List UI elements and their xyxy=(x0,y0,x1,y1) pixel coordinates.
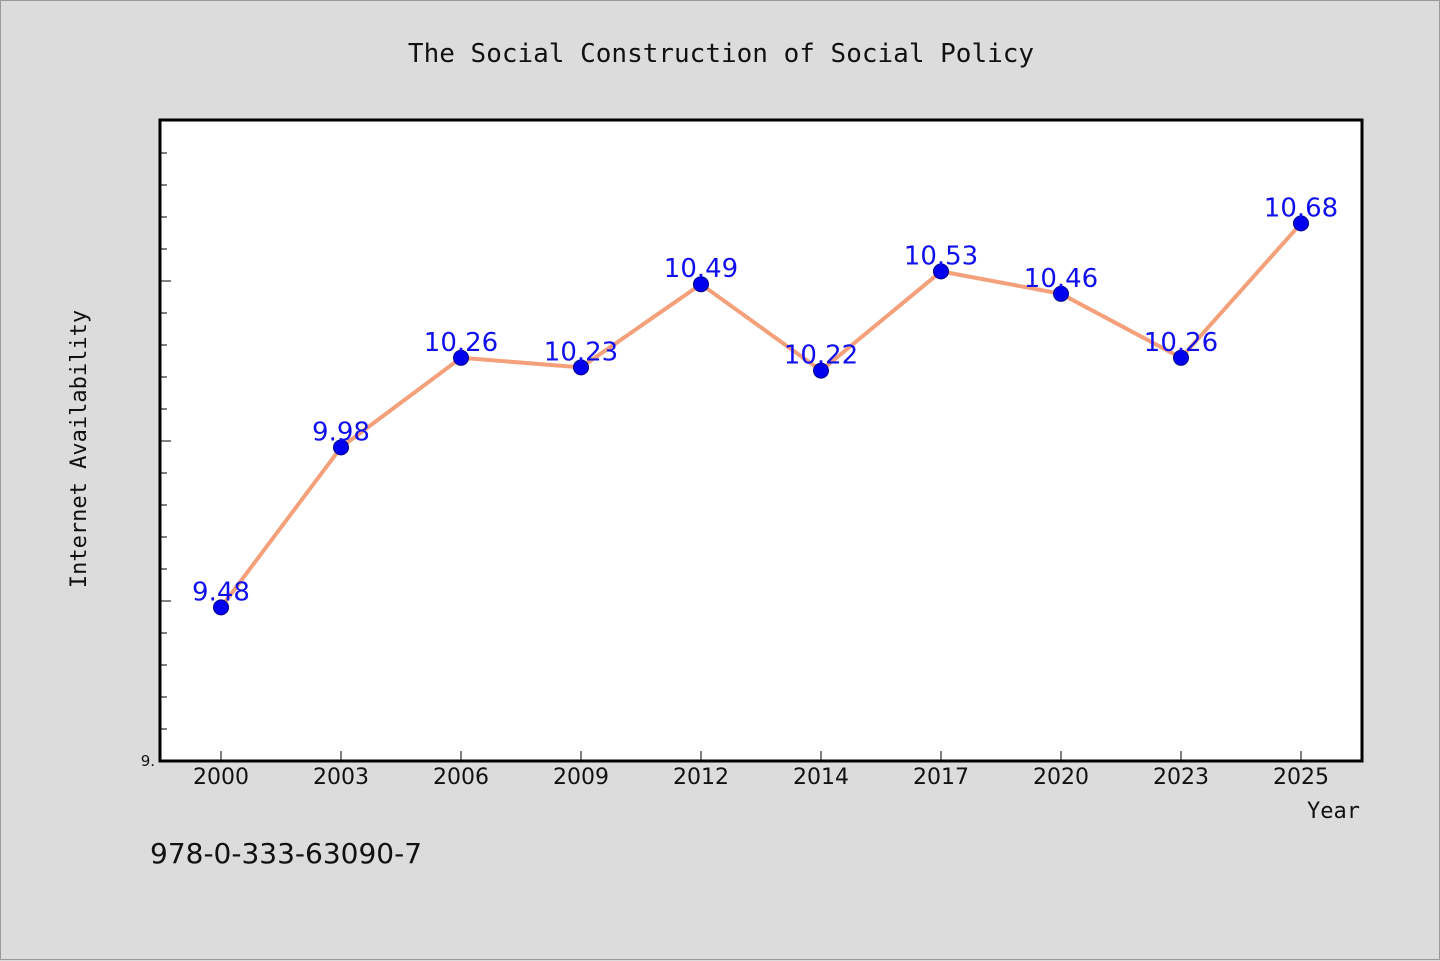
plot-area xyxy=(158,118,1364,763)
isbn-caption: 978-0-333-63090-7 xyxy=(150,837,422,870)
data-label: 10.26 xyxy=(424,328,498,358)
data-point xyxy=(333,439,349,456)
y-tick-label: 9. xyxy=(141,752,155,770)
data-label: 9.48 xyxy=(192,577,250,607)
data-label: 10.53 xyxy=(904,241,978,271)
y-axis-label: Internet Availability xyxy=(67,310,92,588)
x-tick-label: 2023 xyxy=(1153,765,1209,790)
x-tick-label: 2006 xyxy=(433,765,489,790)
x-tick-label: 2025 xyxy=(1273,765,1329,790)
x-tick-label: 2014 xyxy=(793,765,849,790)
y-axis-ticks xyxy=(161,120,171,762)
data-label: 10.23 xyxy=(544,337,618,367)
series-group: 9.48 9.98 10.26 10.23 10.49 10.22 10.53 10.46 10… xyxy=(192,193,1338,616)
x-tick-label: 2009 xyxy=(553,765,609,790)
data-point xyxy=(1053,285,1069,302)
data-point xyxy=(1173,349,1189,366)
data-point xyxy=(693,276,709,293)
data-point xyxy=(213,599,229,616)
x-tick-label: 2012 xyxy=(673,765,729,790)
x-tick-label: 2003 xyxy=(313,765,369,790)
data-label: 10.22 xyxy=(784,341,858,371)
x-axis-ticks xyxy=(220,751,1302,761)
data-point xyxy=(453,349,469,366)
chart-title: The Social Construction of Social Policy xyxy=(408,39,1034,69)
series-line xyxy=(219,222,1303,609)
data-point xyxy=(933,263,949,280)
data-label: 10.46 xyxy=(1024,264,1098,294)
data-point xyxy=(813,362,829,379)
x-tick-label: 2017 xyxy=(913,765,969,790)
data-label: 10.68 xyxy=(1264,193,1338,223)
x-tick-label: 2000 xyxy=(193,765,249,790)
data-label: 10.49 xyxy=(664,254,738,284)
x-tick-label: 2020 xyxy=(1033,765,1089,790)
data-point xyxy=(1293,215,1309,232)
data-label: 9.98 xyxy=(312,417,370,447)
x-axis-label: Year xyxy=(1307,799,1360,824)
data-point xyxy=(573,359,589,376)
x-axis-tick-labels: 2000 2003 2006 2009 2012 2014 2017 2020 2023 2025 xyxy=(193,765,1329,790)
data-label: 10.26 xyxy=(1144,328,1218,358)
y-axis-tick-labels: 9. xyxy=(141,752,155,770)
